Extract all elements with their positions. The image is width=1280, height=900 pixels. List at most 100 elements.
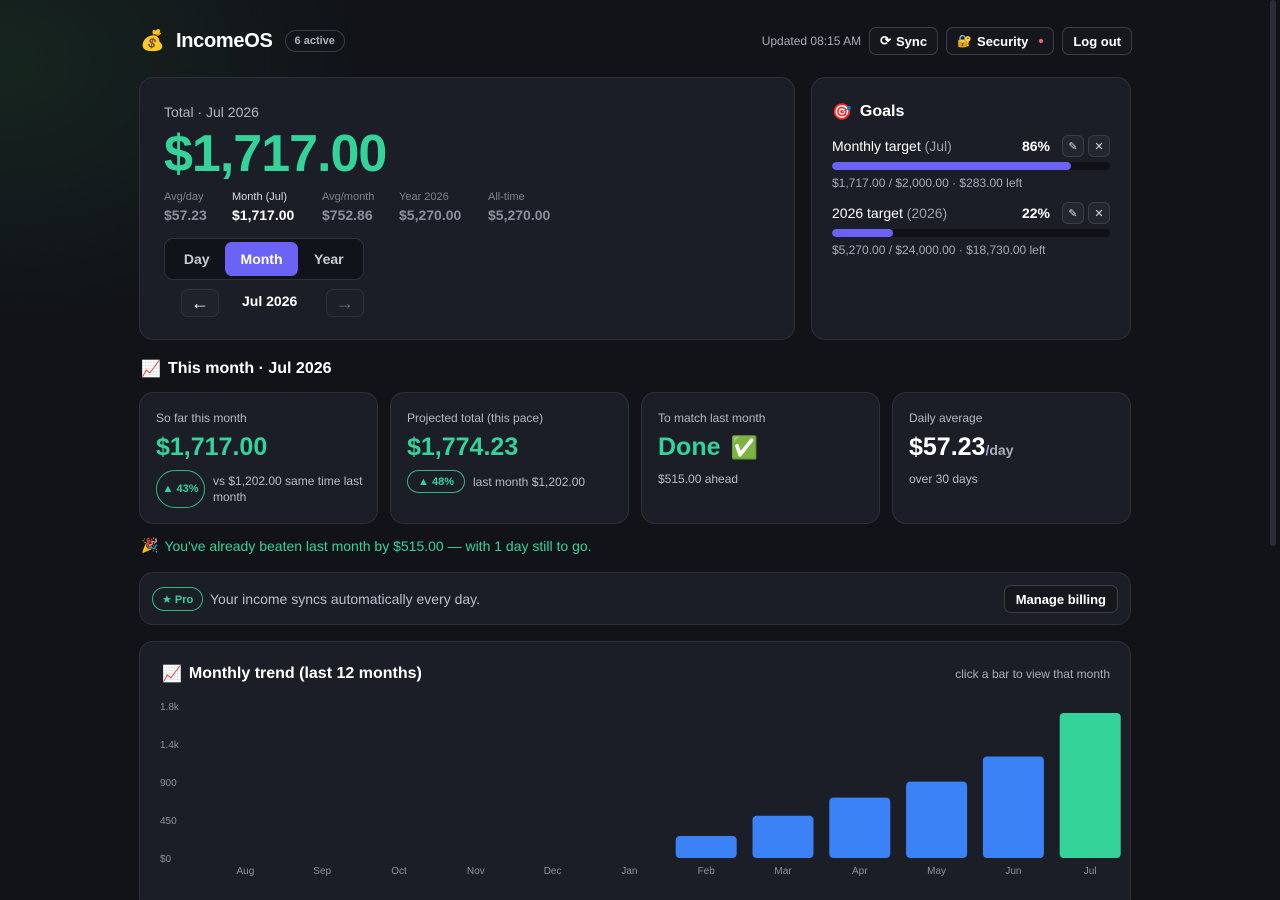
goal-progress-fill [832, 229, 894, 237]
range-year-button[interactable]: Year [314, 251, 344, 267]
metric-match-last: To match last month Done ✅ $515.00 ahead [641, 392, 880, 524]
pencil-icon: ✎ [1068, 140, 1078, 153]
page-scrollbar[interactable] [1270, 0, 1276, 546]
range-toggle: Day Month Year [164, 238, 364, 280]
y-tick-label: 1.8k [160, 702, 180, 713]
metric-unit: /day [985, 442, 1014, 458]
bar-jul[interactable] [1059, 713, 1121, 858]
goals-card: 🎯 Goals Monthly target (Jul) 86% ✎ ✕ $1,… [811, 77, 1131, 340]
x-tick-label: Jul [1084, 866, 1097, 877]
stat-year: Year 2026 $5,270.00 [399, 191, 461, 223]
bar-hit-area[interactable] [445, 706, 506, 858]
active-count-badge: 6 active [284, 30, 345, 52]
range-day-button[interactable]: Day [183, 251, 210, 267]
goal-percent: 22% [1021, 205, 1050, 221]
x-tick-label: Jun [1005, 866, 1021, 877]
app-header: 💰 IncomeOS 6 active Updated 08:15 AM ⟳ S… [140, 27, 1132, 55]
delete-goal-button[interactable]: ✕ [1088, 135, 1110, 157]
close-icon: ✕ [1094, 207, 1104, 220]
goal-period: (2026) [906, 205, 948, 221]
x-tick-label: Dec [544, 866, 562, 877]
metric-note: last month $1,202.00 [473, 475, 586, 489]
total-value: $1,717.00 [164, 125, 387, 183]
period-label: Jul 2026 [242, 293, 298, 309]
bar-jun[interactable] [982, 756, 1044, 858]
goal-progress-track [832, 162, 1110, 170]
metric-value-row: Done ✅ [658, 433, 758, 462]
stat-value: $5,270.00 [488, 207, 551, 223]
trend-title-text: Monthly trend (last 12 months) [188, 665, 422, 682]
pro-text: Your income syncs automatically every da… [210, 591, 481, 607]
bar-hit-area[interactable] [599, 706, 660, 858]
pro-banner: ★ Pro Your income syncs automatically ev… [139, 572, 1131, 625]
bar-hit-area[interactable] [215, 706, 276, 858]
logout-button[interactable]: Log out [1062, 27, 1132, 55]
manage-billing-button[interactable]: Manage billing [1003, 585, 1118, 613]
prev-period-button[interactable]: ← [181, 289, 219, 317]
stat-value: $57.23 [164, 207, 207, 223]
this-month-title-text: This month · Jul 2026 [167, 360, 332, 377]
change-badge: ▲ 48% [407, 470, 465, 493]
x-tick-label: Aug [237, 866, 255, 877]
pencil-icon: ✎ [1068, 207, 1078, 220]
bar-hit-area[interactable] [676, 706, 737, 858]
metric-value: $57.23 [909, 433, 986, 461]
bar-feb[interactable] [675, 836, 737, 858]
goal-percent: 86% [1021, 138, 1050, 154]
sync-button[interactable]: ⟳ Sync [869, 27, 939, 55]
bar-hit-area[interactable] [292, 706, 353, 858]
stat-avg-day: Avg/day $57.23 [164, 191, 207, 223]
metric-label: To match last month [658, 411, 766, 425]
metric-label: Projected total (this pace) [407, 411, 544, 425]
stat-value: $752.86 [322, 207, 373, 223]
stat-label: Month (Jul) [232, 191, 288, 203]
bar-apr[interactable] [829, 797, 891, 858]
celebrate-message: 🎉 You've already beaten last month by $5… [141, 537, 592, 554]
metric-note: $515.00 ahead [658, 472, 739, 486]
stat-label: Avg/month [322, 191, 375, 203]
bar-may[interactable] [906, 781, 968, 858]
goal-monthly: Monthly target (Jul) 86% ✎ ✕ $1,717.00 /… [832, 135, 1110, 190]
security-button[interactable]: 🔐 Security [946, 27, 1055, 55]
range-month-button[interactable]: Month [225, 242, 298, 276]
trend-title: 📈 Monthly trend (last 12 months) [162, 664, 422, 684]
trend-card: 📈 Monthly trend (last 12 months) click a… [139, 641, 1131, 900]
metric-daily-avg: Daily average $57.23/day over 30 days [892, 392, 1131, 524]
metric-so-far: So far this month $1,717.00 ▲ 43% vs $1,… [139, 392, 378, 524]
change-badge: ▲ 43% [156, 470, 205, 508]
goal-name-text: 2026 target [832, 205, 903, 221]
edit-goal-button[interactable]: ✎ [1062, 202, 1084, 224]
metric-value: Done [658, 433, 721, 461]
stat-label: Avg/day [164, 191, 204, 203]
trend-hint: click a bar to view that month [955, 667, 1110, 681]
bar-hit-area[interactable] [369, 706, 430, 858]
goals-title: 🎯 Goals [832, 102, 904, 122]
alert-dot [1039, 39, 1044, 43]
edit-goal-button[interactable]: ✎ [1062, 135, 1084, 157]
stat-label: Year 2026 [399, 191, 449, 203]
x-tick-label: May [927, 866, 946, 877]
pro-badge: ★ Pro [152, 587, 204, 611]
x-tick-label: Feb [698, 866, 716, 877]
bar-mar[interactable] [752, 815, 814, 858]
goal-name: 2026 target (2026) [832, 205, 947, 221]
x-tick-label: Sep [313, 866, 331, 877]
last-updated: Updated 08:15 AM [761, 34, 862, 48]
bar-hit-area[interactable] [522, 706, 583, 858]
y-tick-label: $0 [160, 854, 172, 865]
goal-yearly: 2026 target (2026) 22% ✎ ✕ $5,270.00 / $… [832, 202, 1110, 257]
header-actions: Updated 08:15 AM ⟳ Sync 🔐 Security Log o… [762, 27, 1132, 55]
x-tick-label: Apr [852, 866, 868, 877]
stat-value: $5,270.00 [399, 207, 462, 223]
goal-name: Monthly target (Jul) [832, 138, 952, 154]
metric-projected: Projected total (this pace) $1,774.23 ▲ … [390, 392, 629, 524]
goal-period: (Jul) [924, 138, 952, 154]
arrow-left-icon: ← [191, 292, 209, 313]
delete-goal-button[interactable]: ✕ [1088, 202, 1110, 224]
goal-detail: $1,717.00 / $2,000.00 · $283.00 left [832, 176, 1023, 190]
x-tick-label: Nov [467, 866, 485, 877]
lock-icon: 🔐 [957, 34, 973, 48]
security-label: Security [977, 33, 1029, 49]
celebrate-text: You've already beaten last month by $515… [164, 537, 592, 554]
next-period-button[interactable]: → [326, 289, 364, 317]
